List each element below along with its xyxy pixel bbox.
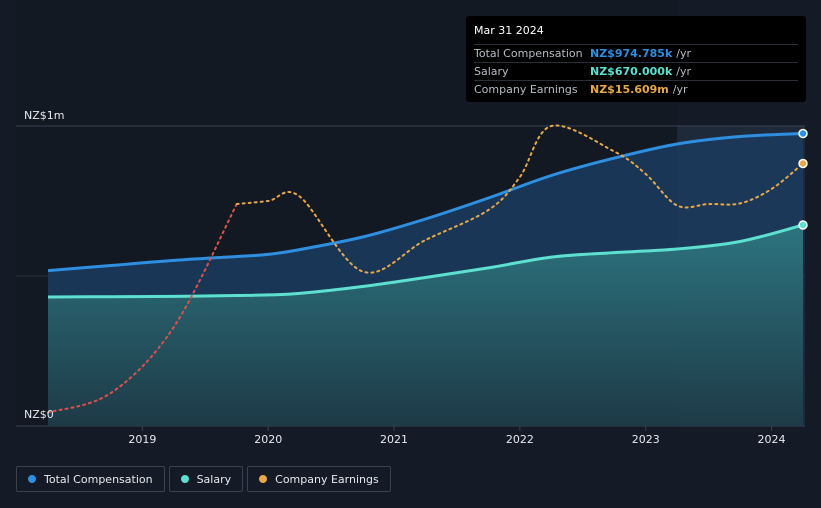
tooltip-value: NZ$974.785k <box>590 47 673 60</box>
total-compensation-end-point <box>798 128 808 139</box>
salary-area <box>48 225 803 426</box>
salary-line <box>47 223 804 299</box>
salary-end-point <box>798 220 808 230</box>
legend-item-total-compensation[interactable]: Total Compensation <box>16 466 165 492</box>
tooltip-row-salary: Salary NZ$670.000k /yr <box>474 62 798 80</box>
legend-item-company-earnings[interactable]: Company Earnings <box>247 466 391 492</box>
company-earnings-end-point <box>798 158 808 169</box>
tooltip-unit: /yr <box>676 47 692 60</box>
legend-dot-icon <box>180 475 189 483</box>
tooltip-unit: /yr <box>672 83 688 96</box>
x-tick-label: 2020 <box>254 433 282 446</box>
y-tick-label-max: NZ$1m <box>24 109 64 122</box>
legend: Total Compensation Salary Company Earnin… <box>16 466 391 492</box>
x-tick-label: 2024 <box>758 433 786 446</box>
tooltip-value: NZ$670.000k <box>590 65 673 78</box>
tooltip-label: Total Compensation <box>474 47 583 60</box>
tooltip: Mar 31 2024 Total Compensation NZ$974.78… <box>466 16 806 102</box>
total-compensation-line <box>47 132 804 273</box>
legend-label: Salary <box>196 472 232 486</box>
tooltip-label: Company Earnings <box>474 83 578 96</box>
x-tick-label: 2022 <box>506 433 534 446</box>
legend-dot-icon <box>28 475 36 483</box>
tooltip-row-total-compensation: Total Compensation NZ$974.785k /yr <box>474 44 798 62</box>
y-tick-label-min: NZ$0 <box>24 408 54 421</box>
tooltip-value: NZ$15.609m <box>590 83 669 96</box>
legend-item-salary[interactable]: Salary <box>168 466 244 492</box>
legend-dot-icon <box>259 475 268 483</box>
tooltip-row-company-earnings: Company Earnings NZ$15.609m /yr <box>474 80 798 98</box>
tooltip-label: Salary <box>474 65 509 78</box>
x-tick-label: 2023 <box>632 433 660 446</box>
legend-label: Company Earnings <box>275 472 379 486</box>
tooltip-date: Mar 31 2024 <box>474 24 544 37</box>
x-tick-label: 2021 <box>380 433 408 446</box>
x-tick-label: 2019 <box>128 433 156 446</box>
legend-label: Total Compensation <box>44 472 153 486</box>
company-earnings-line-negative <box>47 203 238 414</box>
tooltip-unit: /yr <box>676 65 692 78</box>
